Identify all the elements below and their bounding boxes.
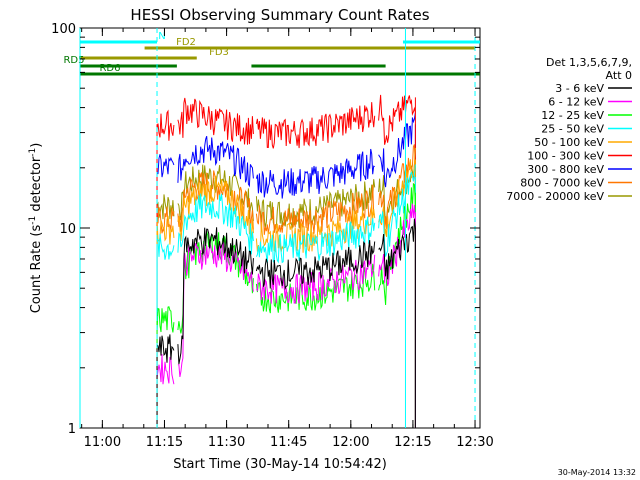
- legend-entry-label: 300 - 800 keV: [527, 163, 604, 176]
- flag-label: FD2: [176, 37, 196, 48]
- legend-entry-label: 800 - 7000 keV: [520, 177, 604, 190]
- series-line: [156, 164, 416, 265]
- x-tick-label: 12:00: [332, 435, 369, 450]
- legend-entry-label: 100 - 300 keV: [527, 150, 604, 163]
- x-axis-label: Start Time (30-May-14 10:54:42): [173, 457, 387, 472]
- x-tick-label: 12:30: [456, 435, 493, 450]
- x-tick-label: 11:00: [84, 435, 121, 450]
- chart-title: HESSI Observing Summary Count Rates: [130, 6, 429, 24]
- series-line: [156, 156, 416, 229]
- legend-entry-label: 25 - 50 keV: [541, 123, 604, 136]
- series-line: [156, 147, 416, 253]
- series-line: [156, 203, 416, 385]
- legend-entry-label: 50 - 100 keV: [534, 136, 604, 149]
- flag-label: RD6: [99, 63, 120, 74]
- x-axis: 11:00 11:15 11:30 11:45 12:00 12:15 12:30: [81, 28, 494, 450]
- flag-layer: N FD2 FD3 RD5 RD6: [63, 31, 480, 76]
- y-axis-label-tail-sup: -1: [28, 148, 38, 157]
- y-axis: 1 10 100: [51, 22, 480, 437]
- series-line: [156, 94, 416, 149]
- legend-header-line2: Att 0: [606, 69, 632, 82]
- series-line: [156, 144, 416, 236]
- y-axis-label-text: Count Rate (s: [29, 225, 44, 314]
- legend-entry-label: 6 - 12 keV: [548, 96, 604, 109]
- series-line: [156, 218, 416, 365]
- x-tick-label: 11:45: [270, 435, 307, 450]
- y-axis-label-close: ): [29, 143, 44, 148]
- flag-label: RD5: [63, 55, 84, 66]
- x-tick-label: 11:15: [146, 435, 183, 450]
- legend-entry-label: 7000 - 20000 keV: [506, 190, 604, 203]
- x-tick-label: 12:15: [394, 435, 431, 450]
- series-layer: [156, 94, 416, 428]
- legend-header-line1: Det 1,3,5,6,7,9,: [546, 56, 632, 69]
- flag-label: N: [158, 31, 165, 42]
- legend-entry-label: 3 - 6 keV: [555, 82, 604, 95]
- y-axis-label-tail: detector: [29, 156, 44, 216]
- y-axis-label: Count Rate (s-1 detector-1): [28, 143, 44, 314]
- x-tick-label: 11:30: [208, 435, 245, 450]
- legend-entry-label: 12 - 25 keV: [541, 109, 604, 122]
- flag-label: FD3: [209, 47, 229, 58]
- series-line: [157, 112, 416, 199]
- y-tick-label: 100: [51, 22, 76, 37]
- y-tick-label: 10: [59, 222, 76, 237]
- y-axis-label-sup: -1: [28, 216, 38, 225]
- footer-date: 30-May-2014 13:32: [558, 468, 636, 477]
- y-tick-label: 1: [68, 422, 76, 437]
